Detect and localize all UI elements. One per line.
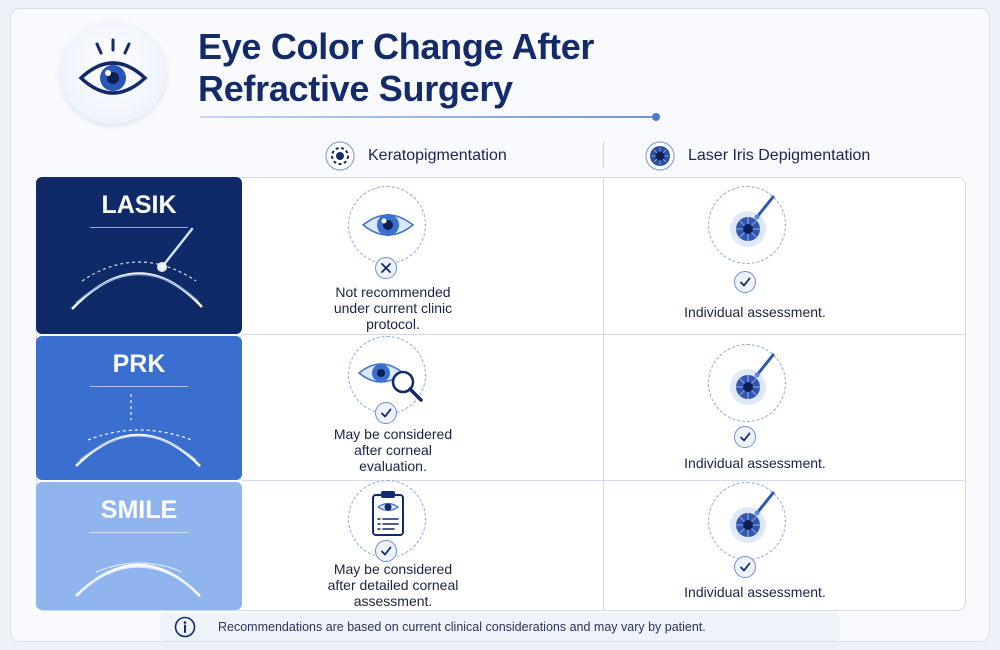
column-header-laser-iris: Laser Iris Depigmentation — [644, 140, 870, 172]
cornea-lenticule-icon — [75, 562, 201, 597]
iris-laser-icon — [708, 186, 786, 264]
clipboard-eye-icon — [348, 480, 426, 558]
recommendation-text: Individual assessment. — [684, 455, 826, 471]
row-label-smile: SMILE — [36, 482, 242, 610]
recommendation-text: Individual assessment. — [684, 584, 826, 600]
title-line-1: Eye Color Change After — [198, 26, 595, 67]
check-icon — [381, 408, 392, 418]
title-underline — [200, 116, 654, 118]
check-badge — [734, 271, 756, 293]
column-header-label: Keratopigmentation — [368, 147, 507, 164]
eye-logo-icon — [78, 38, 148, 95]
check-badge — [375, 402, 397, 424]
table-row-divider — [242, 334, 966, 335]
row-label-underline — [90, 227, 188, 228]
iris-laser-icon — [708, 482, 786, 560]
row-label-lasik: LASIK — [36, 177, 242, 334]
check-icon — [740, 432, 751, 442]
eye-magnifier-icon — [348, 336, 426, 414]
recommendation-text: Not recommended under current clinic pro… — [333, 284, 453, 332]
check-badge — [734, 426, 756, 448]
eye-logo — [60, 22, 166, 124]
disclaimer-text: Recommendations are based on current cli… — [218, 620, 706, 634]
row-label-underline — [90, 386, 188, 387]
keratopigmentation-icon — [325, 141, 355, 171]
not-recommended-badge — [375, 257, 397, 279]
title-underline-dot — [652, 113, 660, 121]
info-icon — [174, 616, 196, 638]
column-header-keratopigmentation: Keratopigmentation — [324, 140, 507, 172]
row-label-prk: PRK — [36, 336, 242, 480]
title-line-2: Refractive Surgery — [198, 68, 513, 109]
check-badge — [375, 540, 397, 562]
column-header-divider — [603, 142, 604, 168]
table-row-divider — [242, 480, 966, 481]
iris-laser-icon — [708, 344, 786, 422]
eye-icon — [348, 186, 426, 264]
row-label-underline — [90, 532, 188, 533]
check-icon — [740, 562, 751, 572]
recommendation-text: May be considered after corneal evaluati… — [333, 426, 453, 474]
table-column-divider — [603, 178, 604, 610]
recommendation-text: May be considered after detailed corneal… — [327, 561, 459, 609]
cornea-surface-icon — [75, 394, 201, 467]
recommendation-text: Individual assessment. — [684, 304, 826, 320]
disclaimer-bar: Recommendations are based on current cli… — [160, 613, 840, 641]
row-label-text: LASIK — [101, 191, 177, 219]
row-label-text: PRK — [112, 350, 166, 378]
check-icon — [740, 277, 751, 287]
column-header-label: Laser Iris Depigmentation — [688, 147, 871, 164]
cornea-flap-icon — [71, 227, 203, 310]
iris-laser-icon — [645, 141, 675, 171]
check-icon — [381, 546, 392, 556]
check-badge — [734, 556, 756, 578]
cross-icon — [381, 263, 391, 273]
row-label-text: SMILE — [100, 496, 178, 524]
page-title: Eye Color Change After Refractive Surger… — [198, 26, 678, 110]
